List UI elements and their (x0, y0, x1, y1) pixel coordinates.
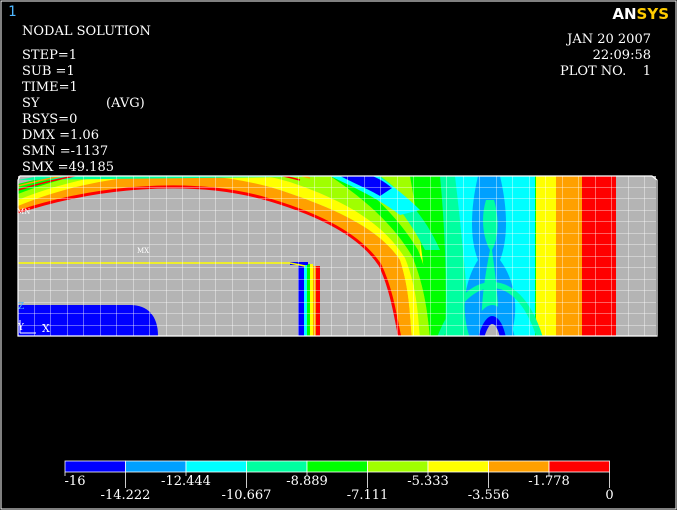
component-text: SY (22, 96, 40, 111)
window-number: 1 (8, 4, 17, 20)
model-body (18, 176, 656, 336)
sub-text: SUB =1 (22, 64, 75, 79)
legend-label: -14.222 (100, 488, 151, 503)
plot-date: JAN 20 2007 (567, 32, 651, 47)
step-text: STEP=1 (22, 48, 77, 63)
smn-text: SMN =-1137 (22, 144, 109, 159)
ansys-logo: ANSYS (612, 5, 669, 23)
time-text: TIME=1 (22, 80, 78, 95)
y-axis-label: Y (18, 323, 24, 333)
dmx-text: DMX =1.06 (22, 128, 99, 143)
avg-text: (AVG) (106, 96, 145, 111)
mx-marker: MX (137, 247, 150, 255)
mn-marker: MN (17, 208, 31, 216)
legend-label: -5.333 (407, 474, 449, 489)
legend-label: -10.667 (221, 488, 272, 503)
smx-text: SMX =49.185 (22, 160, 114, 175)
plot-number: PLOT NO. 1 (559, 64, 651, 79)
legend-label: -8.889 (286, 474, 328, 489)
z-axis-label: Z (18, 302, 25, 312)
legend-label: -1.778 (528, 474, 570, 489)
rsys-text: RSYS=0 (22, 112, 78, 127)
legend-label: -12.444 (161, 474, 211, 489)
plot-time: 22:09:58 (592, 48, 651, 63)
x-axis-label: X (42, 322, 50, 335)
legend-label: -7.111 (346, 488, 389, 503)
legend-label: -3.556 (467, 488, 510, 503)
solution-title: NODAL SOLUTION (22, 24, 151, 39)
legend-label: -16 (64, 474, 86, 489)
legend-label: 0 (605, 488, 614, 503)
